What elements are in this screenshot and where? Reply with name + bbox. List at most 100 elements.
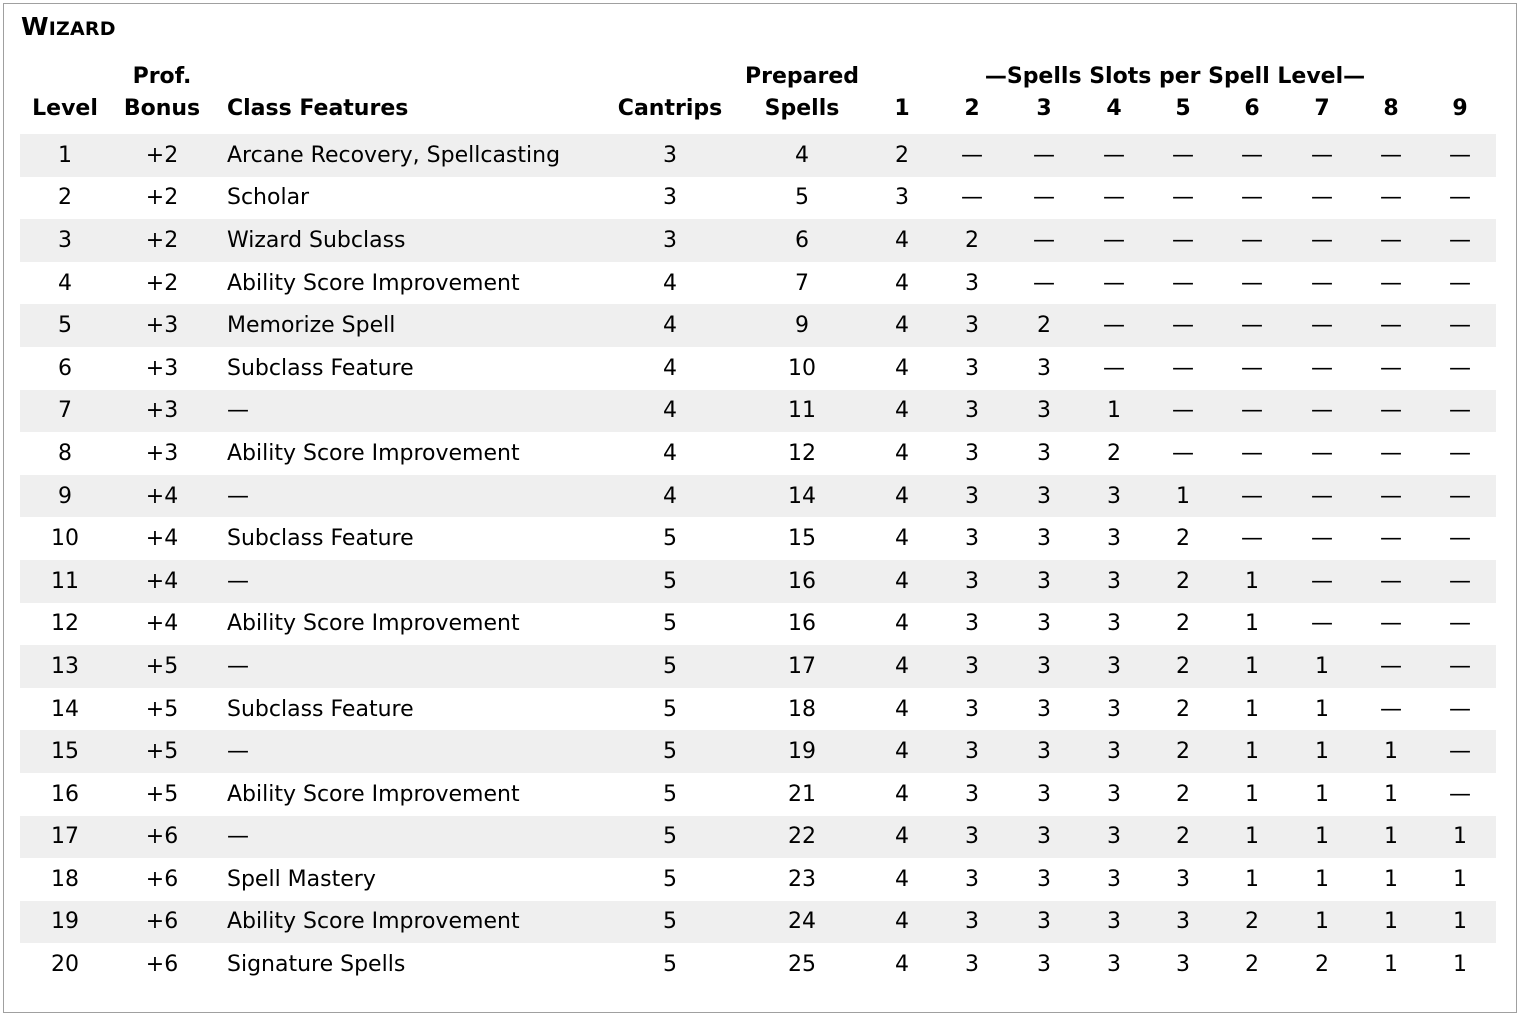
cell-slot-level-5: — [1172, 440, 1194, 466]
table-row: 14 +5 Subclass Feature 5 18 4 3 3 3 2 1 1 — — [20, 688, 1496, 731]
cell-class-feature: — [227, 739, 249, 765]
cell-prepared-spells: 10 [788, 355, 816, 381]
cell-slot-level-2: 3 [965, 653, 979, 679]
cell-slot-level-7: — [1311, 270, 1333, 296]
cell-prof-bonus: +2 [145, 270, 179, 296]
header-slot-level-5: 5 [1175, 96, 1191, 121]
header-class-features: Class Features [227, 96, 409, 121]
cell-slot-level-5: — [1172, 142, 1194, 168]
cell-slot-level-4: 3 [1107, 824, 1121, 850]
cell-cantrips: 5 [663, 611, 677, 637]
table-row: 12 +4 Ability Score Improvement 5 16 4 3 3 3 2 1 — —… [20, 603, 1496, 646]
table-row: 10 +4 Subclass Feature 5 15 4 3 3 3 2 — — — — [20, 517, 1496, 560]
header-slot-level-1: 1 [894, 96, 910, 121]
cell-slot-level-7: 1 [1315, 739, 1329, 765]
cell-slot-level-2: 3 [965, 866, 979, 892]
cell-slot-level-3: 3 [1037, 611, 1051, 637]
cell-prepared-spells: 9 [795, 313, 809, 339]
cell-level: 11 [51, 568, 79, 594]
cell-slot-level-6: — [1241, 355, 1263, 381]
cell-class-feature: Ability Score Improvement [227, 909, 520, 935]
cell-slot-level-7: 1 [1315, 909, 1329, 935]
cell-slot-level-2: 3 [965, 952, 979, 978]
cell-slot-level-4: 3 [1107, 483, 1121, 509]
cell-slot-level-8: — [1380, 483, 1402, 509]
cell-slot-level-3: — [1033, 185, 1055, 211]
cell-slot-level-3: — [1033, 142, 1055, 168]
cell-slot-level-7: — [1311, 227, 1333, 253]
cell-slot-level-3: 2 [1037, 313, 1051, 339]
cell-cantrips: 4 [663, 398, 677, 424]
cell-slot-level-7: 1 [1315, 866, 1329, 892]
table-title: WIZARD [21, 12, 116, 41]
cell-prepared-spells: 14 [788, 483, 816, 509]
wizard-progression-table: Level Prof. Bonus Class Features Cantrip… [20, 59, 1496, 986]
table-row: 5 +3 Memorize Spell 4 9 4 3 2 — — — — — — [20, 304, 1496, 347]
cell-class-feature: Subclass Feature [227, 696, 414, 722]
cell-slot-level-6: 1 [1245, 866, 1259, 892]
title-rest: IZARD [48, 18, 116, 40]
cell-slot-level-6: 1 [1245, 568, 1259, 594]
table-row: 16 +5 Ability Score Improvement 5 21 4 3 3 3 2 1 1 1… [20, 773, 1496, 816]
cell-level: 4 [58, 270, 72, 296]
cell-slot-level-6: — [1241, 270, 1263, 296]
cell-slot-level-1: 4 [895, 313, 909, 339]
cell-prof-bonus: +4 [145, 483, 179, 509]
cell-slot-level-1: 4 [895, 824, 909, 850]
cell-class-feature: Ability Score Improvement [227, 611, 520, 637]
header-prof-line1: Prof. [132, 64, 192, 89]
cell-prof-bonus: +2 [145, 185, 179, 211]
cell-slot-level-4: — [1103, 355, 1125, 381]
cell-slot-level-6: 2 [1245, 952, 1259, 978]
cell-cantrips: 5 [663, 526, 677, 552]
cell-prepared-spells: 6 [795, 227, 809, 253]
cell-slot-level-1: 4 [895, 483, 909, 509]
title-initial: W [21, 12, 49, 41]
cell-slot-level-6: 1 [1245, 696, 1259, 722]
cell-level: 9 [58, 483, 72, 509]
cell-slot-level-1: 4 [895, 568, 909, 594]
cell-slot-level-3: — [1033, 227, 1055, 253]
cell-slot-level-1: 4 [895, 909, 909, 935]
cell-level: 20 [51, 952, 79, 978]
cell-prof-bonus: +4 [145, 526, 179, 552]
cell-class-feature: Ability Score Improvement [227, 440, 520, 466]
cell-cantrips: 4 [663, 270, 677, 296]
cell-slot-level-3: 3 [1037, 696, 1051, 722]
cell-slot-level-8: — [1380, 696, 1402, 722]
header-prepared-line2: Spells [764, 96, 840, 121]
cell-slot-level-9: — [1449, 142, 1471, 168]
cell-prepared-spells: 21 [788, 781, 816, 807]
cell-slot-level-1: 4 [895, 270, 909, 296]
cell-slot-level-8: 1 [1384, 781, 1398, 807]
cell-level: 1 [58, 142, 72, 168]
cell-slot-level-5: 2 [1176, 526, 1190, 552]
cell-slot-level-8: — [1380, 270, 1402, 296]
table-row: 8 +3 Ability Score Improvement 4 12 4 3 3 2 — — — — — [20, 432, 1496, 475]
cell-prof-bonus: +5 [145, 696, 179, 722]
cell-prepared-spells: 22 [788, 824, 816, 850]
cell-slot-level-4: 3 [1107, 568, 1121, 594]
cell-slot-level-1: 4 [895, 355, 909, 381]
cell-slot-level-4: — [1103, 185, 1125, 211]
cell-slot-level-6: — [1241, 440, 1263, 466]
cell-slot-level-9: — [1449, 227, 1471, 253]
cell-slot-level-4: 3 [1107, 526, 1121, 552]
header-prof-line2: Bonus [123, 96, 201, 121]
cell-slot-level-7: 1 [1315, 824, 1329, 850]
cell-slot-level-8: — [1380, 355, 1402, 381]
cell-class-feature: Wizard Subclass [227, 227, 406, 253]
cell-slot-level-1: 2 [895, 142, 909, 168]
cell-prof-bonus: +4 [145, 611, 179, 637]
cell-cantrips: 5 [663, 781, 677, 807]
cell-slot-level-4: 3 [1107, 739, 1121, 765]
cell-slot-level-9: — [1449, 696, 1471, 722]
cell-slot-level-7: — [1311, 440, 1333, 466]
cell-cantrips: 5 [663, 568, 677, 594]
cell-level: 10 [51, 526, 79, 552]
cell-slot-level-3: 3 [1037, 440, 1051, 466]
table-row: 1 +2 Arcane Recovery, Spellcasting 3 4 2 — — — — —… [20, 134, 1496, 177]
cell-slot-level-9: — [1449, 739, 1471, 765]
cell-slot-level-5: 2 [1176, 653, 1190, 679]
cell-level: 16 [51, 781, 79, 807]
